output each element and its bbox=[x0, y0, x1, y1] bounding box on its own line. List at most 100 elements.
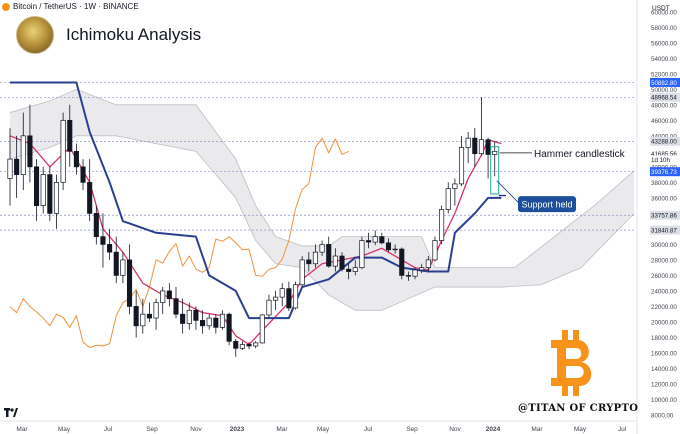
candle-body bbox=[432, 240, 438, 261]
candle bbox=[173, 287, 179, 319]
y-tick-label: 46000.00 bbox=[651, 118, 677, 125]
candle bbox=[146, 302, 152, 322]
watermark: @TITAN OF CRYPTO bbox=[518, 403, 639, 414]
y-tick-label: 30000.00 bbox=[651, 242, 677, 249]
y-tick-label: 10000.00 bbox=[651, 397, 677, 404]
y-tick-label: 16000.00 bbox=[651, 350, 677, 357]
candle-body bbox=[219, 313, 226, 328]
bitcoin-logo-icon bbox=[547, 330, 597, 401]
candle-body bbox=[425, 259, 431, 269]
candle bbox=[206, 314, 212, 330]
y-tick-label: 26000.00 bbox=[651, 273, 677, 280]
y-tick-label: 38000.00 bbox=[651, 180, 677, 187]
candle-body bbox=[366, 240, 372, 243]
symbol-header[interactable]: Bitcoin / TetherUS · 1W · BINANCE bbox=[2, 2, 139, 11]
candle bbox=[452, 178, 458, 206]
candle bbox=[319, 240, 325, 257]
candle bbox=[34, 159, 40, 222]
y-tick-label: 36000.00 bbox=[651, 195, 677, 202]
candle-body bbox=[173, 298, 179, 315]
candle bbox=[93, 205, 99, 245]
symbol-label: Bitcoin / TetherUS · 1W · BINANCE bbox=[13, 2, 139, 11]
candle bbox=[180, 298, 186, 334]
candle bbox=[53, 174, 60, 229]
candle-body bbox=[286, 288, 292, 309]
candle bbox=[419, 263, 425, 274]
candle-body bbox=[266, 299, 272, 316]
candle bbox=[372, 230, 378, 246]
candle-body bbox=[180, 313, 186, 324]
x-tick-label: Jul bbox=[104, 426, 113, 433]
x-tick-label: May bbox=[574, 426, 587, 433]
candle-body bbox=[80, 166, 86, 183]
price-tag-text: 48968.54 bbox=[651, 95, 677, 102]
candle bbox=[219, 310, 226, 330]
candle bbox=[14, 135, 20, 198]
x-tick-label: Mar bbox=[531, 426, 543, 433]
candle bbox=[425, 256, 431, 272]
candle bbox=[405, 271, 411, 281]
candle bbox=[306, 252, 312, 272]
price-tag: 1d 10h bbox=[650, 155, 680, 165]
candle-body bbox=[339, 255, 345, 270]
candle bbox=[253, 341, 259, 349]
currency-label: USDT bbox=[652, 5, 670, 12]
candle-body bbox=[405, 275, 411, 277]
candle bbox=[126, 244, 133, 315]
candle-body bbox=[379, 236, 385, 244]
candle-body bbox=[352, 267, 358, 272]
page-title: Ichimoku Analysis bbox=[66, 25, 202, 44]
candle-body bbox=[193, 309, 199, 321]
candle bbox=[120, 252, 126, 284]
candle-body bbox=[372, 236, 378, 243]
candle-body bbox=[458, 147, 465, 185]
candle-body bbox=[259, 314, 265, 344]
x-tick-label: May bbox=[317, 426, 330, 433]
x-tick-label: Mar bbox=[276, 426, 288, 433]
price-tag: 41685.56 bbox=[650, 149, 680, 159]
candle-body bbox=[27, 135, 33, 168]
annotations: Hammer candlestick Support held bbox=[490, 146, 626, 213]
candle-body bbox=[200, 320, 206, 327]
price-tag: 43288.00 bbox=[650, 136, 680, 146]
y-tick-label: 14000.00 bbox=[651, 366, 677, 373]
candle bbox=[80, 159, 86, 191]
price-tag-text: 41685.56 bbox=[651, 151, 677, 158]
candle-body bbox=[399, 248, 405, 276]
candle bbox=[27, 104, 33, 183]
x-tick-label: May bbox=[58, 426, 71, 433]
x-tick-label: 2024 bbox=[486, 426, 501, 433]
candle bbox=[87, 159, 93, 222]
candle bbox=[432, 236, 438, 262]
candle-body bbox=[419, 267, 425, 271]
candle bbox=[113, 236, 119, 284]
candle bbox=[107, 228, 113, 260]
y-tick-label: 8000.00 bbox=[651, 413, 674, 420]
price-tag-text: 1d 10h bbox=[651, 157, 670, 164]
candle bbox=[100, 213, 106, 268]
price-tag: 31840.87 bbox=[650, 225, 680, 235]
x-tick-label: Jul bbox=[364, 426, 373, 433]
candle-body bbox=[439, 209, 445, 241]
x-tick-label: Sep bbox=[146, 426, 158, 433]
candle bbox=[279, 283, 285, 307]
candle-body bbox=[100, 236, 106, 245]
candle-body bbox=[478, 139, 484, 155]
price-tag-bg bbox=[650, 210, 680, 220]
time-axis[interactable]: Mar May Jul Sep Nov 2023 Mar May Jul Sep Nov 2024 Ma… bbox=[0, 420, 636, 433]
price-axis[interactable]: USDT 8000.00 10000.00 12000.00 14000.00 16000… bbox=[636, 0, 680, 434]
candle bbox=[366, 232, 372, 249]
candle bbox=[312, 244, 318, 268]
price-tag: 33757.86 bbox=[650, 210, 680, 220]
candle bbox=[359, 236, 365, 270]
price-tag: 39376.73 bbox=[650, 167, 680, 177]
candle-body bbox=[146, 313, 152, 319]
support-box bbox=[518, 196, 576, 213]
candle bbox=[40, 166, 46, 214]
candle-body bbox=[312, 251, 318, 265]
tradingview-logo-icon bbox=[4, 408, 18, 420]
candle-body bbox=[472, 137, 478, 155]
y-tick-label: 56000.00 bbox=[651, 40, 677, 47]
candle-body bbox=[7, 158, 13, 179]
